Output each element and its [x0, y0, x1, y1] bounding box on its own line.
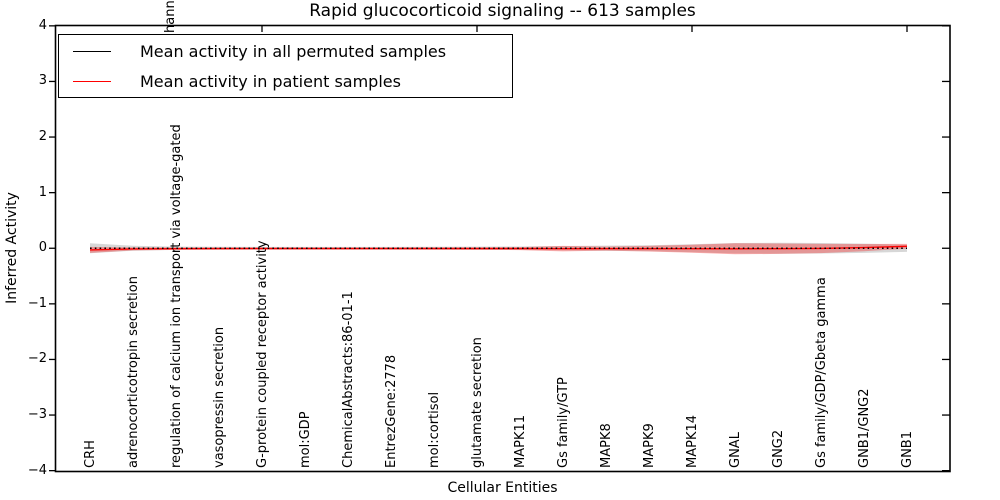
- y-tick-label: −1: [27, 295, 47, 311]
- y-tick-label: −2: [27, 351, 47, 367]
- y-tick-label: 1: [38, 184, 47, 200]
- legend-item-permuted: Mean activity in all permuted samples: [59, 39, 512, 63]
- legend-label-patient: Mean activity in patient samples: [140, 71, 401, 91]
- legend-box: Mean activity in all permuted samples Me…: [58, 34, 513, 98]
- y-tick-label: 3: [38, 73, 47, 89]
- y-tick-label: −4: [27, 462, 47, 478]
- x-axis-label: Cellular Entities: [447, 480, 558, 496]
- y-tick-label: −3: [27, 407, 47, 423]
- y-tick-label: 4: [38, 17, 47, 33]
- legend-label-permuted: Mean activity in all permuted samples: [140, 41, 447, 61]
- permuted-line-sample: [73, 50, 111, 52]
- y-tick-label: 0: [38, 240, 47, 256]
- legend-item-patient: Mean activity in patient samples: [59, 69, 512, 93]
- y-tick-label: 2: [38, 129, 47, 145]
- patient-line-sample: [73, 80, 111, 82]
- chart-title: Rapid glucocorticoid signaling -- 613 sa…: [309, 1, 696, 21]
